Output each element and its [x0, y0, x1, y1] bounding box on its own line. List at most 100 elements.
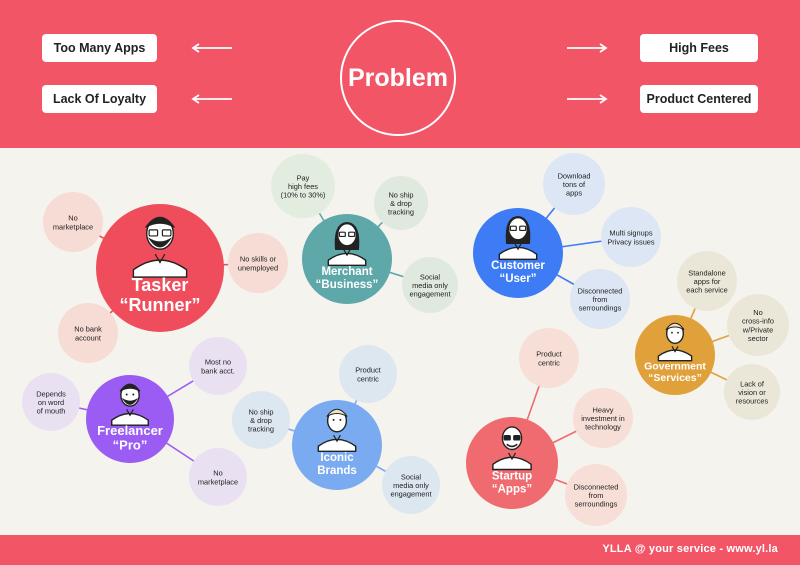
need-bubble-circle: [519, 328, 579, 388]
need-text: centric: [357, 374, 379, 383]
avatar-body: [498, 246, 538, 261]
need-text: Product: [536, 350, 561, 359]
need-text: tracking: [248, 425, 274, 434]
persona-title: Iconic: [320, 452, 354, 464]
need-text: apps: [566, 189, 582, 198]
problem-high-fees: High Fees: [640, 34, 758, 62]
need-text: vision or: [738, 388, 766, 397]
need-text: each service: [686, 286, 728, 295]
need-bubble-circle: [543, 153, 605, 215]
persona-title: Government: [644, 360, 706, 372]
need-text: Pay: [297, 173, 310, 182]
avatar-body: [657, 349, 693, 362]
need-bubble-circle: [232, 391, 290, 449]
avatar-face: [336, 222, 358, 247]
need-bubble-circle: [339, 345, 397, 403]
need-text: resources: [736, 397, 769, 406]
persona-subtitle: “Apps”: [492, 483, 532, 495]
persona-title: Tasker: [132, 275, 189, 295]
need-bubble-circle: [22, 373, 80, 431]
avatar-collar: [333, 434, 341, 443]
need-bubble-circle: [402, 257, 458, 313]
need-text: Disconnected: [578, 286, 623, 295]
problem-lack-of-loyalty: Lack Of Loyalty: [42, 85, 157, 113]
persona-subtitle: “Runner”: [120, 295, 201, 315]
need-bubble-circle: [573, 388, 633, 448]
need-text: serroundings: [579, 304, 622, 313]
need-text: Download: [558, 171, 591, 180]
persona-title: Startup: [492, 471, 532, 483]
footer-text: YLLA @ your service - www.yl.la: [602, 543, 778, 555]
need-text: Disconnected: [574, 482, 619, 491]
avatar-body: [132, 259, 188, 278]
avatar-beard: [121, 397, 139, 405]
avatar-hair: [119, 383, 141, 392]
need-text: No ship: [248, 407, 273, 416]
need-text: technology: [585, 423, 621, 432]
need-text: serroundings: [575, 500, 618, 509]
need-text: Social: [420, 272, 440, 281]
avatar-eye: [132, 393, 135, 396]
avatar-hair: [326, 408, 348, 417]
need-text: Product: [355, 366, 380, 375]
avatar-eye: [125, 393, 128, 396]
need-text: cross-info: [742, 317, 774, 326]
need-text: Heavy: [593, 405, 614, 414]
need-text: Most no: [205, 358, 231, 367]
need-bubble-circle: [43, 192, 103, 252]
need-text: account: [75, 333, 101, 342]
persona-title: Merchant: [321, 266, 372, 278]
avatar-glasses: [519, 225, 527, 232]
avatar-glasses: [148, 229, 159, 237]
avatar-body: [317, 438, 357, 453]
need-text: tons of: [563, 180, 586, 189]
need-bubble-circle: [271, 154, 335, 218]
need-bubble-circle: [677, 251, 737, 311]
need-text: Depends: [36, 389, 66, 398]
avatar-hair: [665, 322, 685, 331]
avatar-glasses: [503, 435, 511, 441]
avatar-glasses: [161, 229, 172, 237]
need-text: No ship: [388, 190, 413, 199]
avatar-hair: [145, 216, 175, 228]
need-text: centric: [538, 358, 560, 367]
need-text: No: [213, 469, 222, 478]
header-banner: Too Many Apps Lack Of Loyalty High Fees …: [0, 0, 800, 148]
avatar-body: [111, 412, 149, 426]
persona-subtitle: “Services”: [648, 372, 702, 384]
avatar-glasses: [513, 435, 521, 441]
need-text: & drop: [250, 416, 272, 425]
avatar-body: [492, 456, 532, 471]
need-text: Lack of: [740, 379, 765, 388]
need-text: marketplace: [53, 222, 93, 231]
avatar-glasses: [348, 231, 356, 238]
need-bubble-circle: [58, 303, 118, 363]
need-text: No: [68, 214, 77, 223]
need-text: of mouth: [37, 407, 66, 416]
need-text: (10% to 30%): [281, 191, 326, 200]
need-text: bank acct.: [201, 366, 235, 375]
need-text: on word: [38, 398, 64, 407]
need-text: tracking: [388, 208, 414, 217]
need-text: Multi signups: [609, 229, 652, 238]
need-text: sector: [748, 334, 769, 343]
need-text: high fees: [288, 182, 318, 191]
need-bubble-circle: [189, 448, 247, 506]
avatar-eye: [677, 331, 679, 334]
need-text: w/Private: [742, 325, 773, 334]
